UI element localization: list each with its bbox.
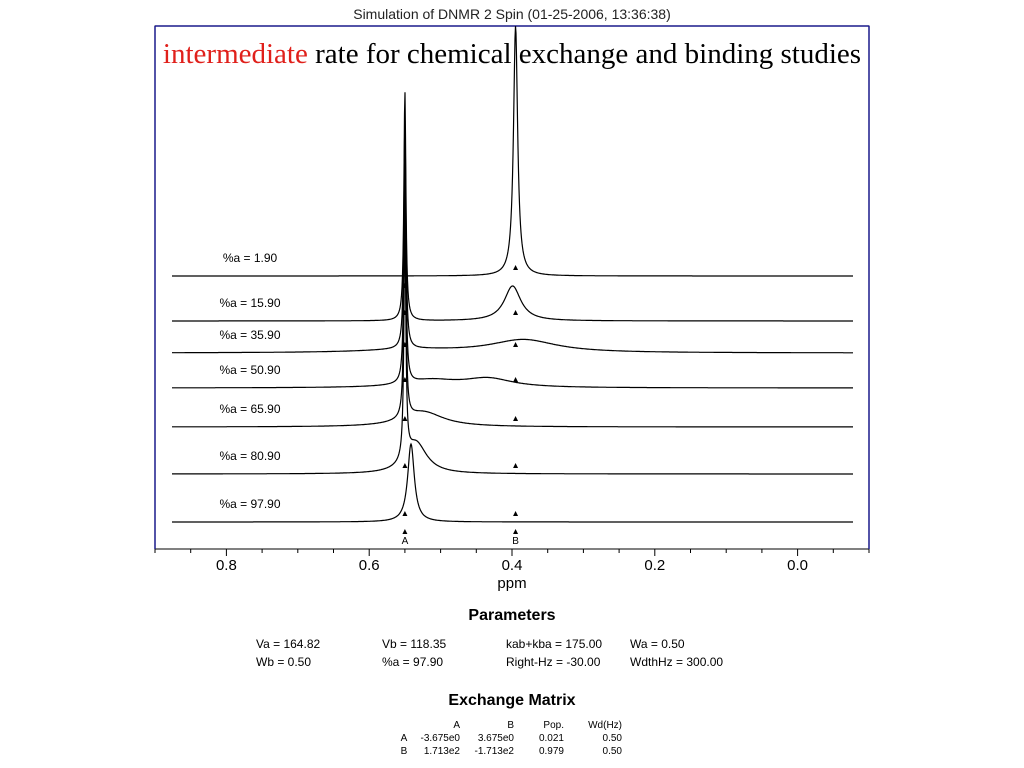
spectrum-trace	[172, 154, 853, 389]
peak-marker	[402, 529, 408, 534]
trace-label: %a = 50.90	[219, 363, 280, 377]
matrix-header-cell: B	[507, 720, 514, 731]
spectrum-trace	[172, 92, 853, 322]
spectrum-trace	[172, 120, 853, 354]
peak-marker	[513, 265, 519, 270]
matrix-cell: 1.713e2	[423, 746, 460, 757]
spectrum-trace	[172, 26, 853, 277]
param-wa: Wa = 0.50	[630, 637, 685, 651]
peak-marker	[513, 529, 519, 534]
peak-marker	[513, 463, 519, 468]
matrix-cell: A	[400, 733, 408, 744]
peak-letter: B	[512, 536, 519, 547]
matrix-cell: 0.50	[602, 733, 622, 744]
peak-marker	[402, 283, 408, 288]
param-va: Va = 164.82	[256, 637, 321, 651]
trace-label: %a = 65.90	[219, 402, 280, 416]
peak-marker	[513, 511, 519, 516]
parameters-title: Parameters	[468, 607, 556, 624]
exchange-matrix-table: A B Pop. Wd(Hz) A -3.675e0 3.675e0 0.021…	[394, 720, 622, 759]
param-vb: Vb = 118.35	[382, 637, 447, 651]
matrix-cell: 0.979	[538, 746, 564, 757]
slide-title-rest: rate for chemical exchange and binding s…	[307, 38, 862, 70]
spectrum-trace	[172, 442, 853, 523]
matrix-header-row: A B Pop. Wd(Hz)	[394, 720, 622, 733]
matrix-row: A -3.675e0 3.675e0 0.021 0.50	[394, 733, 622, 746]
exchange-matrix-title: Exchange Matrix	[448, 692, 576, 709]
matrix-cell: 0.50	[602, 746, 622, 757]
x-tick-label: 0.8	[216, 557, 237, 574]
trace-label: %a = 1.90	[223, 251, 278, 265]
traces-group: %a = 1.90 %a = 15.90 %a = 35.90 %a = 50.90%…	[172, 26, 853, 547]
matrix-header-cell	[394, 720, 414, 733]
peak-marker	[402, 463, 408, 468]
matrix-header-cell: Wd(Hz)	[588, 720, 622, 731]
slide-title: intermediate rate for chemical exchange …	[0, 38, 1024, 71]
parameters-grid: Va = 164.82 Vb = 118.35 kab+kba = 175.00…	[256, 637, 760, 669]
peak-marker	[402, 511, 408, 516]
trace-label: %a = 35.90	[219, 328, 280, 342]
matrix-row: B 1.713e2 -1.713e2 0.979 0.50	[394, 746, 622, 759]
peak-marker	[402, 416, 408, 421]
plot-frame	[154, 25, 870, 550]
spectrum-trace	[172, 227, 853, 475]
matrix-header-cell: Pop.	[543, 720, 564, 731]
x-tick-label: 0.6	[359, 557, 380, 574]
param-wdth-hz: WdthHz = 300.00	[630, 655, 724, 669]
peak-marker	[513, 416, 519, 421]
peak-marker	[513, 310, 519, 315]
matrix-cell: -3.675e0	[420, 733, 460, 744]
param-kab-kba: kab+kba = 175.00	[506, 637, 603, 651]
trace-label: %a = 97.90	[219, 497, 280, 511]
peak-letter: A	[402, 536, 409, 547]
param-wb: Wb = 0.50	[256, 655, 312, 669]
matrix-header-cell: A	[453, 720, 460, 731]
matrix-cell: B	[400, 746, 408, 757]
peak-marker	[513, 377, 519, 382]
matrix-cell: 3.675e0	[477, 733, 514, 744]
x-axis-label: ppm	[497, 575, 526, 592]
peak-marker	[513, 342, 519, 347]
spectrum-trace	[172, 188, 853, 428]
slide-title-highlight: intermediate	[162, 38, 308, 70]
spectrum-plot: %a = 1.90 %a = 15.90 %a = 35.90 %a = 50.90%…	[154, 25, 870, 592]
trace-label: %a = 15.90	[219, 296, 280, 310]
trace-label: %a = 80.90	[219, 449, 280, 463]
x-axis-group: 0.8 0.6 0.4 0.2 0.0	[154, 549, 870, 574]
param-right-hz: Right-Hz = -30.00	[506, 655, 601, 669]
simulation-title: Simulation of DNMR 2 Spin (01-25-2006, 1…	[353, 6, 671, 22]
param-pct-a: %a = 97.90	[382, 655, 444, 669]
matrix-cell: -1.713e2	[474, 746, 514, 757]
x-tick-label: 0.4	[502, 557, 523, 574]
x-tick-label: 0.2	[644, 557, 665, 574]
x-tick-label: 0.0	[787, 557, 808, 574]
matrix-cell: 0.021	[538, 733, 564, 744]
